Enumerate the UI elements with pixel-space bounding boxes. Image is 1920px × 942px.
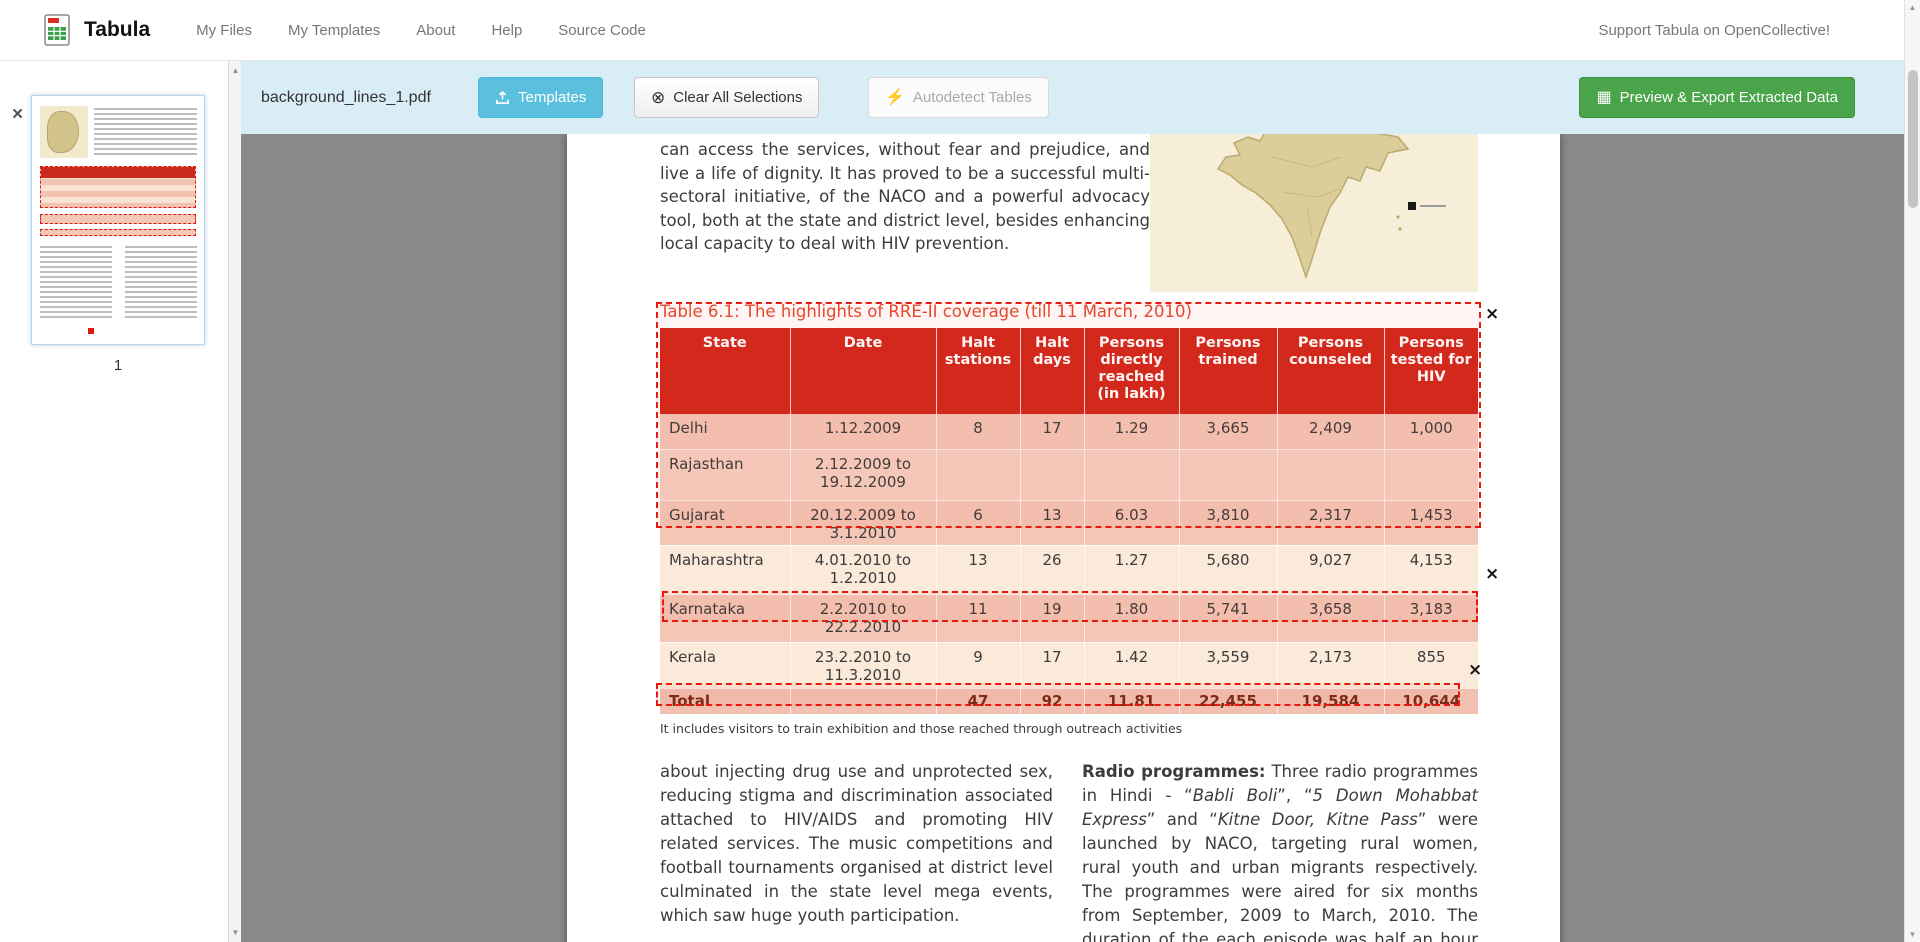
header-halt-stations: Halt stations (936, 328, 1021, 414)
thumbnail-selection-dot (88, 328, 94, 334)
selection-2-close-icon[interactable]: × (1485, 564, 1500, 584)
table-footnote: It includes visitors to train exhibition… (660, 721, 1183, 736)
thumbnail-column-left (40, 246, 112, 318)
header-halt-days: Halt days (1020, 328, 1085, 414)
nav-my-files[interactable]: My Files (196, 21, 252, 39)
pdf-paragraph-right-column: Radio programmes: Three radio programmes… (1082, 762, 1479, 942)
selection-3-close-icon[interactable]: × (1468, 660, 1483, 680)
table-selection-1[interactable] (656, 302, 1481, 528)
page-thumbnail[interactable] (31, 95, 205, 345)
nav-my-templates[interactable]: My Templates (287, 21, 381, 39)
export-button-label: Preview & Export Extracted Data (1619, 89, 1838, 106)
table-row: Kerala 23.2.2010 to 11.3.2010 9 17 1.42 … (660, 642, 1478, 689)
table-row: Karnataka 2.2.2010 to 22.2.2010 11 19 1.… (660, 594, 1478, 643)
header-persons-reached: Persons directly reached (in lakh) (1084, 328, 1180, 414)
header-persons-tested: Persons tested for HIV (1384, 328, 1478, 414)
header-date: Date (790, 328, 937, 414)
header-state: State (660, 328, 791, 414)
radio-programmes-lead: Radio programmes: (1082, 762, 1266, 781)
thumbnail-column-right (125, 246, 197, 318)
sidebar-scrollbar[interactable]: ▲ ▼ (228, 61, 241, 942)
main-area: background_lines_1.pdf Templates ⊗ Clear… (241, 61, 1904, 942)
tabula-logo-icon (44, 14, 70, 46)
pdf-paragraph-top: can access the services, without fear an… (660, 140, 1150, 253)
templates-button[interactable]: Templates (478, 77, 604, 118)
thumbnail-text-lines (94, 108, 197, 158)
pdf-page[interactable]: can access the services, without fear an… (567, 134, 1560, 942)
nav-links: My Files My Templates About Help Source … (178, 22, 664, 39)
autodetect-label: Autodetect Tables (912, 89, 1032, 106)
table-selection-2[interactable] (662, 591, 1478, 622)
page-thumbnail-sidebar: × 1 ▲ ▼ (0, 61, 241, 942)
scroll-up-icon[interactable]: ▲ (1908, 3, 1917, 12)
templates-upload-icon (496, 91, 509, 104)
page-number-label: 1 (113, 357, 123, 374)
preview-export-button[interactable]: ▦ Preview & Export Extracted Data (1579, 77, 1855, 118)
thumbnail-map (40, 106, 88, 158)
top-navbar: Tabula My Files My Templates About Help … (0, 0, 1920, 61)
header-persons-counseled: Persons counseled (1277, 328, 1385, 414)
export-table-icon: ▦ (1596, 88, 1612, 106)
table-row: Gujarat 20.12.2009 to 3.1.2010 6 13 6.03… (660, 500, 1478, 546)
table-total-row: Total 47 92 11.81 22,455 19,584 10,644 (660, 688, 1478, 715)
india-map (1216, 134, 1410, 280)
map-legend-swatch (1408, 202, 1416, 210)
thumbnail-table-selection (40, 166, 196, 208)
pdf-paragraph-left-column: about injecting drug use and unprotected… (660, 762, 1053, 925)
nav-help[interactable]: Help (491, 21, 523, 39)
autodetect-tables-button[interactable]: ⚡ Autodetect Tables (868, 77, 1049, 118)
templates-button-label: Templates (518, 89, 587, 106)
nav-source-code[interactable]: Source Code (558, 21, 646, 39)
table-row: Delhi 1.12.2009 8 17 1.29 3,665 2,409 1,… (660, 414, 1478, 450)
pdf-viewer: can access the services, without fear an… (241, 134, 1904, 942)
clear-selections-icon: ⊗ (651, 88, 666, 107)
window-scrollbar[interactable]: ▲ ▼ (1904, 0, 1920, 942)
toolbar: background_lines_1.pdf Templates ⊗ Clear… (241, 61, 1904, 134)
scrollbar-thumb[interactable] (1908, 70, 1918, 208)
autodetect-lightning-icon: ⚡ (885, 88, 905, 106)
document-filename: background_lines_1.pdf (261, 88, 431, 106)
thumbnail-selection-2 (40, 214, 196, 224)
table-title: Table 6.1: The highlights of RRE-II cove… (660, 302, 1192, 321)
table-selection-3[interactable] (656, 683, 1460, 706)
scroll-down-icon[interactable]: ▼ (1908, 930, 1917, 939)
selection-1-close-icon[interactable]: × (1485, 304, 1500, 324)
remove-file-icon[interactable]: × (12, 104, 24, 125)
india-map-figure (1150, 134, 1478, 292)
pdf-data-table: State Date Halt stations Halt days Perso… (660, 328, 1478, 715)
header-persons-trained: Persons trained (1179, 328, 1278, 414)
table-row: Rajasthan 2.12.2009 to 19.12.2009 (660, 449, 1478, 501)
brand-name: Tabula (84, 18, 151, 41)
scroll-down-icon[interactable]: ▼ (231, 928, 240, 937)
support-opencollective-link[interactable]: Support Tabula on OpenCollective! (1598, 21, 1830, 39)
nav-about[interactable]: About (416, 21, 456, 39)
table-header-row: State Date Halt stations Halt days Perso… (660, 328, 1478, 414)
clear-selections-label: Clear All Selections (673, 89, 803, 106)
thumbnail-selection-3 (40, 229, 196, 236)
clear-all-selections-button[interactable]: ⊗ Clear All Selections (634, 77, 820, 118)
table-row: Maharashtra 4.01.2010 to 1.2.2010 13 26 … (660, 545, 1478, 595)
map-legend-label (1420, 205, 1446, 207)
scroll-up-icon[interactable]: ▲ (231, 66, 240, 75)
tabula-logo[interactable]: Tabula (40, 13, 150, 47)
